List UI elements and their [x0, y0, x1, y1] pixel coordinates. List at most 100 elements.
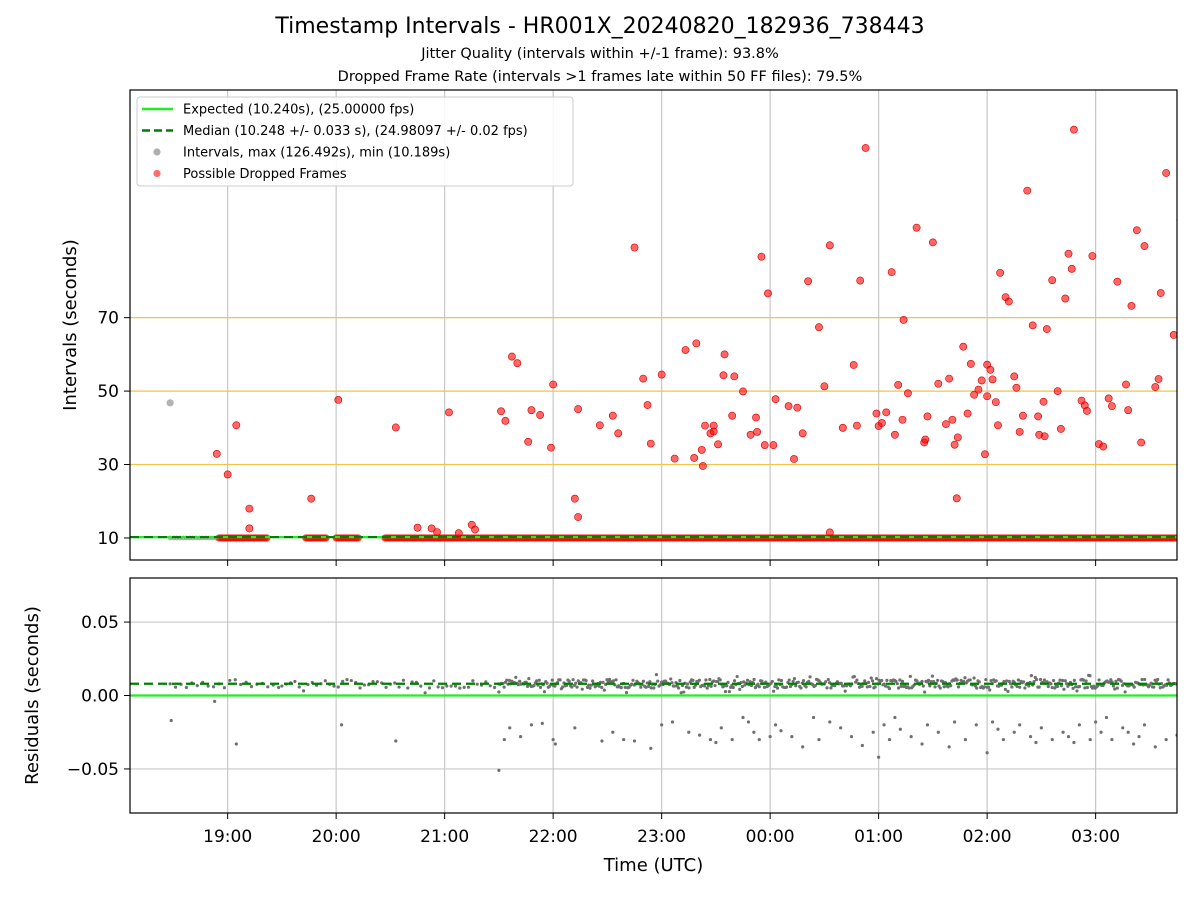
residual-outlier-point [963, 737, 968, 742]
residual-band-point [994, 679, 998, 683]
dropped-frame-point [996, 268, 1005, 277]
residual-band-point [757, 685, 761, 689]
residual-band-point [449, 684, 453, 688]
residual-outlier-point [898, 727, 902, 731]
dropped-frame-point [861, 144, 870, 152]
dropped-frame-point [1140, 242, 1149, 250]
dropped-frame-point [728, 411, 737, 420]
residual-band-point [748, 680, 752, 684]
legend-entry-label: Median (10.248 +/- 0.033 s), (24.98097 +… [183, 124, 528, 139]
dropped-frame-point [853, 421, 861, 430]
residual-band-point [936, 678, 940, 682]
residual-outlier-point [213, 699, 217, 703]
residual-outlier-point [1142, 723, 1147, 727]
residual-outlier-point [529, 723, 534, 727]
residual-band-point [873, 685, 877, 689]
residual-outlier-point [660, 723, 664, 727]
residual-band-point [989, 679, 993, 683]
residual-outlier-point [839, 726, 843, 730]
residual-band-point [722, 684, 726, 688]
dropped-frame-point [730, 372, 739, 381]
residual-outlier-point [1094, 720, 1098, 724]
dropped-frame-point [966, 360, 975, 368]
dropped-frame-point [501, 416, 510, 425]
residual-outlier-point [790, 735, 794, 739]
residual-band-point [1113, 687, 1117, 691]
dropped-frame-point [1042, 325, 1051, 333]
dropped-frame-point [1039, 397, 1048, 406]
residual-outlier-point [508, 726, 512, 730]
residual-outlier-point [622, 737, 626, 742]
residual-band-point [1042, 678, 1047, 682]
residual-band-point [1007, 679, 1011, 683]
residual-band-point [542, 690, 547, 694]
residual-band-point [1049, 682, 1053, 686]
residual-band-point [975, 686, 979, 690]
residual-band-point [656, 679, 660, 683]
residual-outlier-point [909, 735, 913, 739]
dropped-frame-point [670, 454, 679, 463]
dropped-frame-point [614, 429, 623, 438]
dropped-frame-point [899, 315, 908, 324]
residual-band-point [824, 680, 828, 684]
dropped-frame-point [977, 376, 986, 385]
dropped-frame-point [527, 406, 536, 415]
residual-band-point [649, 686, 653, 690]
residual-band-point [880, 678, 884, 683]
residual-band-point [1064, 681, 1069, 686]
residual-outlier-point [1061, 730, 1065, 734]
residual-band-point [868, 684, 872, 689]
residual-outlier-point [974, 723, 978, 727]
residual-band-point [623, 685, 627, 689]
residual-band-point [341, 679, 345, 684]
residual-band-point [458, 686, 462, 690]
residual-band-point [1077, 684, 1082, 689]
residual-band-point [614, 678, 618, 682]
residual-band-point [895, 682, 899, 686]
residual-band-point [1097, 678, 1101, 682]
residual-band-point [1111, 684, 1116, 688]
residual-outlier-point [757, 737, 761, 742]
dropped-frame-point [630, 243, 639, 252]
legend-box [136, 96, 574, 187]
residual-band-point [770, 679, 774, 684]
residual-band-point [611, 679, 616, 683]
residual-band-point [639, 685, 643, 689]
residual-band-point [731, 685, 735, 690]
residual-band-point [1046, 684, 1050, 689]
residual-band-point [920, 679, 924, 684]
residual-band-point [1156, 677, 1160, 682]
residual-band-point [532, 683, 536, 688]
residual-band-point [570, 685, 574, 689]
residual-band-point [293, 679, 297, 684]
residual-band-point [942, 685, 946, 689]
intervals-y-axis-label: Intervals (seconds) [60, 239, 81, 411]
residual-band-point [752, 677, 756, 682]
dropped-frame-point [1010, 372, 1019, 381]
intervals-plot-frame [129, 89, 1178, 561]
residual-band-point [874, 676, 879, 681]
residual-outlier-point [1132, 742, 1136, 746]
residual-band-point [712, 679, 716, 683]
residual-band-point [1018, 685, 1022, 689]
residual-band-point [1051, 678, 1056, 683]
dropped-frame-point [771, 395, 780, 404]
residual-band-point [375, 680, 379, 684]
y-tick-label: 30 [97, 456, 119, 476]
residual-band-point [233, 678, 237, 682]
residual-outlier-point [1077, 723, 1081, 727]
residual-band-point [883, 684, 888, 688]
residual-outlier-point [768, 735, 772, 739]
jitter-quality-subtitle: Jitter Quality (intervals within +/-1 fr… [421, 46, 779, 62]
dropped-frame-point [334, 396, 343, 404]
dropped-frame-point [1067, 264, 1076, 273]
dropped-frame-point [760, 441, 769, 449]
dropped-frame-point [497, 407, 505, 416]
residual-band-point [427, 686, 432, 690]
dropped-frame-point [945, 374, 954, 383]
residual-band-point [870, 679, 875, 683]
residual-band-point [323, 679, 327, 683]
residual-band-point [1010, 685, 1014, 689]
dropped-frame-point [701, 421, 709, 430]
residual-band-point [1002, 679, 1006, 684]
